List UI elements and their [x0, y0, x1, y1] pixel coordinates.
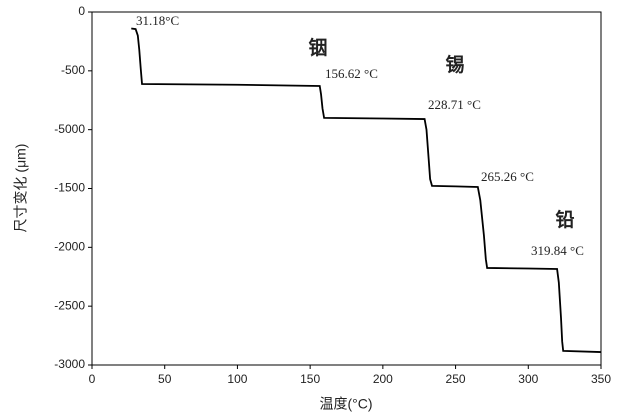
data-line: [131, 27, 602, 353]
x-tick-label: 350: [591, 372, 611, 386]
x-tick-label: 250: [446, 372, 466, 386]
temperature-annotation: 265.26 °C: [481, 169, 534, 184]
y-tick-label: -2000: [54, 240, 85, 254]
temperature-annotation: 156.62 °C: [325, 66, 378, 81]
y-tick-label: -3000: [54, 357, 85, 371]
temperature-annotation: 31.18°C: [136, 13, 179, 28]
x-tick-label: 100: [227, 372, 247, 386]
x-tick-label: 300: [518, 372, 538, 386]
y-tick-label: -5000: [54, 122, 85, 136]
x-tick-label: 150: [300, 372, 320, 386]
y-tick-label: -2500: [54, 298, 85, 312]
element-label: 铅: [555, 208, 574, 231]
temperature-annotation: 319.84 °C: [531, 243, 584, 258]
plot-frame: [91, 11, 602, 366]
element-label: 锡: [445, 53, 464, 76]
temperature-annotation: 228.71 °C: [428, 97, 481, 112]
x-tick-label: 200: [373, 372, 393, 386]
y-tick-label: 0: [78, 4, 85, 18]
element-label: 铟: [308, 36, 327, 59]
x-tick-label: 0: [89, 372, 96, 386]
y-axis-label: 尺寸变化 (μm): [13, 144, 29, 233]
y-tick-label: -1500: [54, 181, 85, 195]
y-tick-label: -500: [61, 63, 85, 77]
x-axis-label: 温度(°C): [319, 396, 372, 412]
x-tick-label: 50: [158, 372, 172, 386]
